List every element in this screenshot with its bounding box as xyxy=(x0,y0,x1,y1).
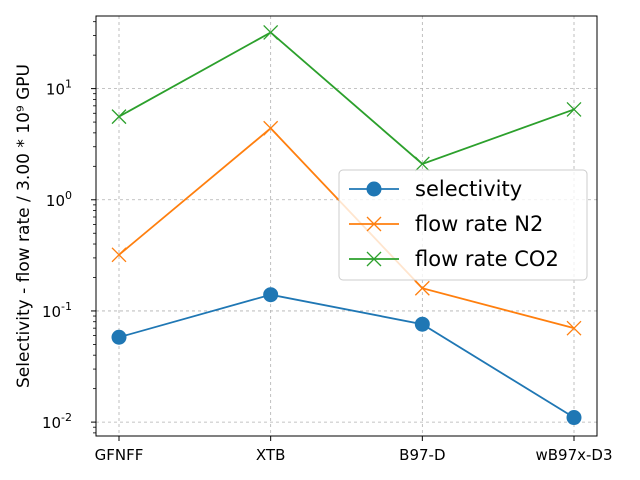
legend-label: selectivity xyxy=(415,177,522,201)
series-line xyxy=(118,31,575,165)
data-point xyxy=(566,410,582,426)
legend-box xyxy=(338,169,588,281)
plot-frame xyxy=(95,15,598,437)
x-tick-label: XTB xyxy=(256,446,285,464)
x-tick-label: GFNFF xyxy=(95,446,144,464)
data-point xyxy=(414,156,430,172)
y-tick-label: 10-1 xyxy=(42,300,72,321)
x-tick-label: wB97x-D3 xyxy=(535,446,612,464)
data-point xyxy=(263,120,279,136)
legend-item: selectivity xyxy=(349,177,522,201)
y-tick-label: 100 xyxy=(46,189,72,210)
data-point xyxy=(111,247,127,263)
series-layer xyxy=(111,24,582,426)
data-point xyxy=(566,320,582,336)
y-tick-label: 101 xyxy=(46,78,72,99)
legend-marker xyxy=(366,216,382,232)
series-line xyxy=(118,293,575,419)
data-point xyxy=(263,287,279,303)
legend: selectivity flow rate N2 flow rate CO2 xyxy=(338,169,588,281)
series-0 xyxy=(111,287,582,426)
legend-marker xyxy=(366,181,382,197)
x-tick-label: B97-D xyxy=(399,446,445,464)
ticks: GFNFF XTB B97-D wB97x-D3 10-2 10-1 100 101 xyxy=(42,21,613,464)
legend-label: flow rate CO2 xyxy=(415,247,559,271)
data-point xyxy=(111,329,127,345)
data-point xyxy=(111,109,127,125)
legend-item: flow rate N2 xyxy=(349,212,543,236)
data-point xyxy=(414,316,430,332)
data-point xyxy=(414,280,430,296)
legend-marker xyxy=(366,251,382,267)
legend-item: flow rate CO2 xyxy=(349,247,559,271)
legend-label: flow rate N2 xyxy=(415,212,543,236)
y-axis-label: Selectivity - flow rate / 3.00 * 10⁹ GPU xyxy=(14,64,34,388)
series-2 xyxy=(111,24,582,172)
data-point xyxy=(263,24,279,40)
data-point xyxy=(566,101,582,117)
y-tick-label: 10-2 xyxy=(42,411,72,432)
